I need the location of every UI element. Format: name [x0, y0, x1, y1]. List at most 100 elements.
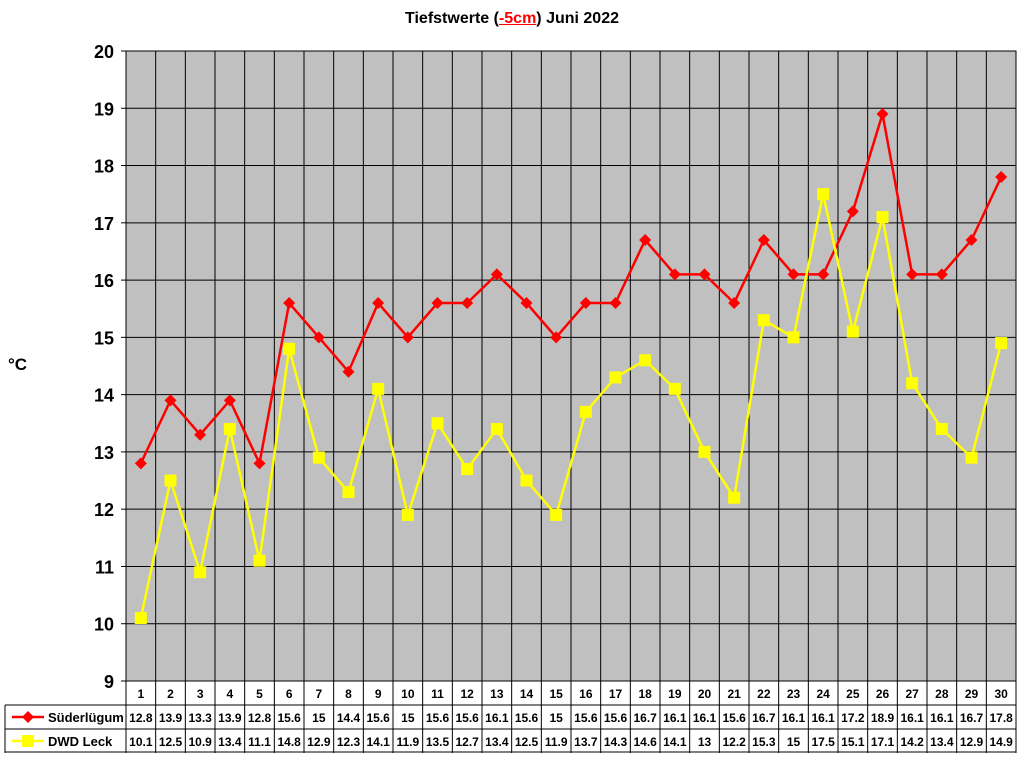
table-value-1: 16.1: [900, 711, 924, 725]
data-point-2: [372, 382, 385, 395]
data-point-1: [134, 457, 147, 470]
y-axis-label: °C: [8, 355, 28, 374]
table-value-2: 14.8: [277, 735, 301, 749]
table-value-1: 16.1: [782, 711, 806, 725]
data-point-1: [520, 297, 533, 309]
x-tick-label: 22: [757, 687, 771, 701]
x-tick-label: 28: [935, 687, 949, 701]
data-point-2: [401, 508, 414, 521]
x-tick-label: 23: [787, 687, 801, 701]
x-tick-label: 1: [137, 687, 144, 701]
x-tick-label: 29: [965, 687, 979, 701]
data-point-1: [253, 457, 266, 470]
data-point-2: [431, 417, 444, 430]
x-tick-label: 14: [520, 687, 534, 701]
legend-marker-2: [22, 735, 34, 747]
table-value-2: 11.1: [248, 735, 271, 749]
data-point-2: [609, 371, 622, 384]
x-tick-label: 10: [401, 687, 415, 701]
data-point-2: [876, 211, 889, 224]
x-tick-label: 7: [315, 687, 322, 701]
table-value-2: 12.2: [722, 735, 746, 749]
data-point-2: [312, 451, 325, 464]
table-value-1: 15: [401, 711, 415, 725]
table-value-2: 11.9: [545, 735, 568, 749]
data-point-1: [550, 331, 563, 344]
x-tick-label: 6: [286, 687, 293, 701]
table-value-2: 14.2: [900, 735, 924, 749]
table-value-1: 15.6: [604, 711, 628, 725]
table-value-2: 11.9: [396, 735, 419, 749]
table-value-1: 18.9: [871, 711, 895, 725]
data-point-1: [342, 365, 355, 378]
x-tick-label: 5: [256, 687, 263, 701]
table-value-1: 17.2: [841, 711, 865, 725]
data-point-1: [431, 297, 444, 309]
y-tick-label: 19: [94, 99, 114, 119]
table-value-1: 16.1: [693, 711, 717, 725]
series-line-1: [139, 113, 1003, 468]
data-point-2: [461, 463, 474, 476]
table-value-2: 12.7: [455, 735, 479, 749]
chart-title: Tiefstwerte (-5cm) Juni 2022: [0, 10, 1024, 28]
data-point-2: [194, 566, 207, 579]
data-point-1: [194, 428, 207, 441]
table-value-2: 12.9: [307, 735, 331, 749]
table-value-1: 15: [549, 711, 563, 725]
data-point-1: [490, 268, 503, 281]
x-tick-label: 13: [490, 687, 504, 701]
x-tick-label: 3: [197, 687, 204, 701]
table-value-2: 10.1: [129, 735, 153, 749]
data-point-2: [283, 342, 296, 355]
data-point-1: [787, 268, 800, 281]
data-point-1: [757, 234, 770, 246]
table-value-2: 17.5: [811, 735, 835, 749]
table-value-1: 16.1: [485, 711, 509, 725]
data-point-2: [579, 405, 592, 418]
table-value-2: 12.5: [515, 735, 539, 749]
x-tick-label: 4: [226, 687, 233, 701]
table-value-1: 12.8: [248, 711, 272, 725]
y-tick-label: 12: [94, 500, 114, 520]
y-tick-label: 20: [94, 42, 114, 62]
table-value-1: 16.1: [930, 711, 954, 725]
data-point-2: [817, 188, 830, 201]
table-value-1: 17.8: [989, 711, 1013, 725]
table-value-2: 12.3: [337, 735, 361, 749]
data-point-1: [995, 171, 1008, 183]
data-point-1: [876, 108, 889, 120]
table-value-2: 13: [698, 735, 712, 749]
data-point-1: [698, 268, 711, 281]
data-point-1: [668, 268, 681, 281]
data-point-2: [995, 337, 1008, 350]
x-tick-label: 15: [549, 687, 563, 701]
table-value-2: 14.3: [604, 735, 628, 749]
table-value-1: 12.8: [129, 711, 153, 725]
data-point-1: [965, 234, 978, 246]
table-value-2: 14.1: [663, 735, 687, 749]
table-value-1: 15.6: [366, 711, 390, 725]
data-point-2: [698, 445, 711, 458]
y-tick-label: 17: [94, 214, 114, 234]
table-value-1: 15.6: [455, 711, 479, 725]
y-tick-label: 16: [94, 271, 114, 291]
data-point-2: [134, 612, 147, 624]
x-tick-label: 26: [876, 687, 890, 701]
table-value-1: 15.6: [574, 711, 598, 725]
y-tick-label: 18: [94, 157, 114, 177]
x-tick-label: 21: [727, 687, 741, 701]
data-point-1: [283, 297, 296, 309]
data-point-1: [906, 268, 919, 281]
data-point-2: [520, 474, 533, 487]
table-value-1: 15.6: [277, 711, 301, 725]
table-value-2: 13.5: [426, 735, 450, 749]
table-value-1: 13.9: [159, 711, 183, 725]
x-tick-label: 18: [638, 687, 652, 701]
x-tick-label: 11: [431, 687, 444, 701]
y-tick-label: 11: [95, 557, 114, 577]
table-value-1: 13.3: [188, 711, 212, 725]
legend-label-1: Süderlügum: [48, 710, 124, 725]
data-point-1: [639, 234, 652, 246]
chart-title-prefix: Tiefstwerte (: [404, 10, 499, 27]
